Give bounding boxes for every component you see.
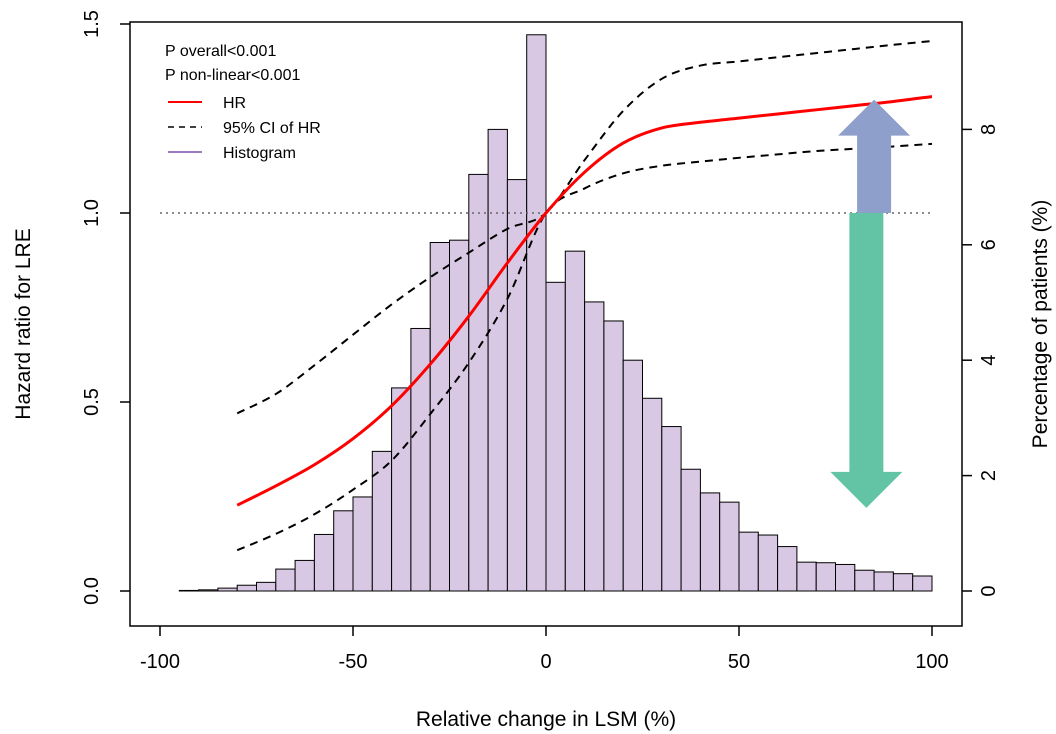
histogram-bar — [564, 250, 586, 592]
x-axis-label: Relative change in LSM (%) — [416, 708, 676, 731]
histogram-bar — [487, 128, 508, 592]
histogram-bar — [429, 241, 451, 592]
histogram-bar — [371, 450, 393, 592]
histogram-bar — [584, 301, 605, 592]
hr-curve — [236, 95, 933, 507]
histogram-bar — [796, 561, 817, 592]
histogram-bar — [835, 563, 856, 592]
histogram-bar — [757, 534, 779, 592]
p-nonlinear-annotation: P non-linear<0.001 — [165, 67, 300, 84]
histogram-bar — [352, 496, 373, 592]
histogram-bar — [603, 320, 624, 592]
histogram-bar — [699, 492, 721, 592]
y-left-tick-label: 1.5 — [81, 10, 103, 38]
y-right-tick-label: 2 — [978, 470, 1000, 481]
histogram-bar — [912, 575, 933, 592]
histogram-bar — [313, 533, 335, 592]
arrows — [830, 99, 911, 508]
histogram-bar — [661, 426, 682, 592]
y-left-tick-label: 0.5 — [81, 388, 103, 416]
y-axis-left-label: Hazard ratio for LRE — [12, 228, 35, 419]
down-arrow — [830, 213, 903, 508]
histogram-bar — [198, 589, 219, 592]
y-left-tick-label: 0.0 — [81, 577, 103, 605]
x-tick-label: -50 — [339, 651, 368, 673]
histogram — [178, 34, 933, 592]
p-overall-annotation: P overall<0.001 — [165, 43, 276, 60]
histogram-bar — [449, 239, 470, 592]
y-right-tick-label: 6 — [978, 239, 1000, 250]
ci-lower-curve — [236, 142, 933, 552]
histogram-bar — [294, 559, 315, 592]
x-tick-label: 50 — [728, 651, 750, 673]
y-right-tick-label: 0 — [978, 585, 1000, 596]
histogram-bar — [680, 468, 701, 592]
y-axis-right-label: Percentage of patients (%) — [1029, 200, 1052, 449]
histogram-bar — [256, 581, 277, 592]
histogram-bar — [178, 589, 200, 592]
histogram-bar — [873, 571, 894, 592]
y-left-tick-label: 1.0 — [81, 199, 103, 227]
histogram-bar — [815, 562, 837, 592]
up-arrow — [838, 99, 911, 213]
histogram-bar — [622, 359, 644, 592]
histogram-bar — [275, 568, 296, 592]
histogram-bar — [738, 531, 759, 592]
histogram-bar — [545, 281, 566, 592]
legend-label-histogram: Histogram — [223, 145, 296, 162]
x-tick-label: -100 — [140, 651, 180, 673]
histogram-bar — [719, 501, 740, 592]
curves — [236, 40, 933, 552]
y-right-tick-label: 8 — [978, 124, 1000, 135]
legend-label-ci: 95% CI of HR — [223, 120, 321, 137]
ci-upper-curve — [236, 40, 933, 415]
y-right-tick-label: 4 — [978, 355, 1000, 366]
legend-label-hr: HR — [223, 95, 246, 112]
axes: -100 -50 0 50 100 0.0 0.5 1.0 1.5 0 2 4 6 8 — [81, 10, 1000, 673]
histogram-bar — [642, 397, 663, 592]
histogram-bar — [892, 573, 914, 592]
histogram-bar — [391, 387, 412, 592]
histogram-bar — [468, 173, 489, 592]
x-tick-label: 100 — [915, 651, 948, 673]
histogram-bar — [777, 546, 798, 592]
histogram-bar — [526, 34, 547, 592]
x-tick-label: 0 — [540, 651, 551, 673]
histogram-bar — [854, 569, 875, 592]
histogram-bar — [236, 584, 257, 592]
histogram-bar — [333, 510, 354, 592]
histogram-bar — [217, 587, 238, 592]
